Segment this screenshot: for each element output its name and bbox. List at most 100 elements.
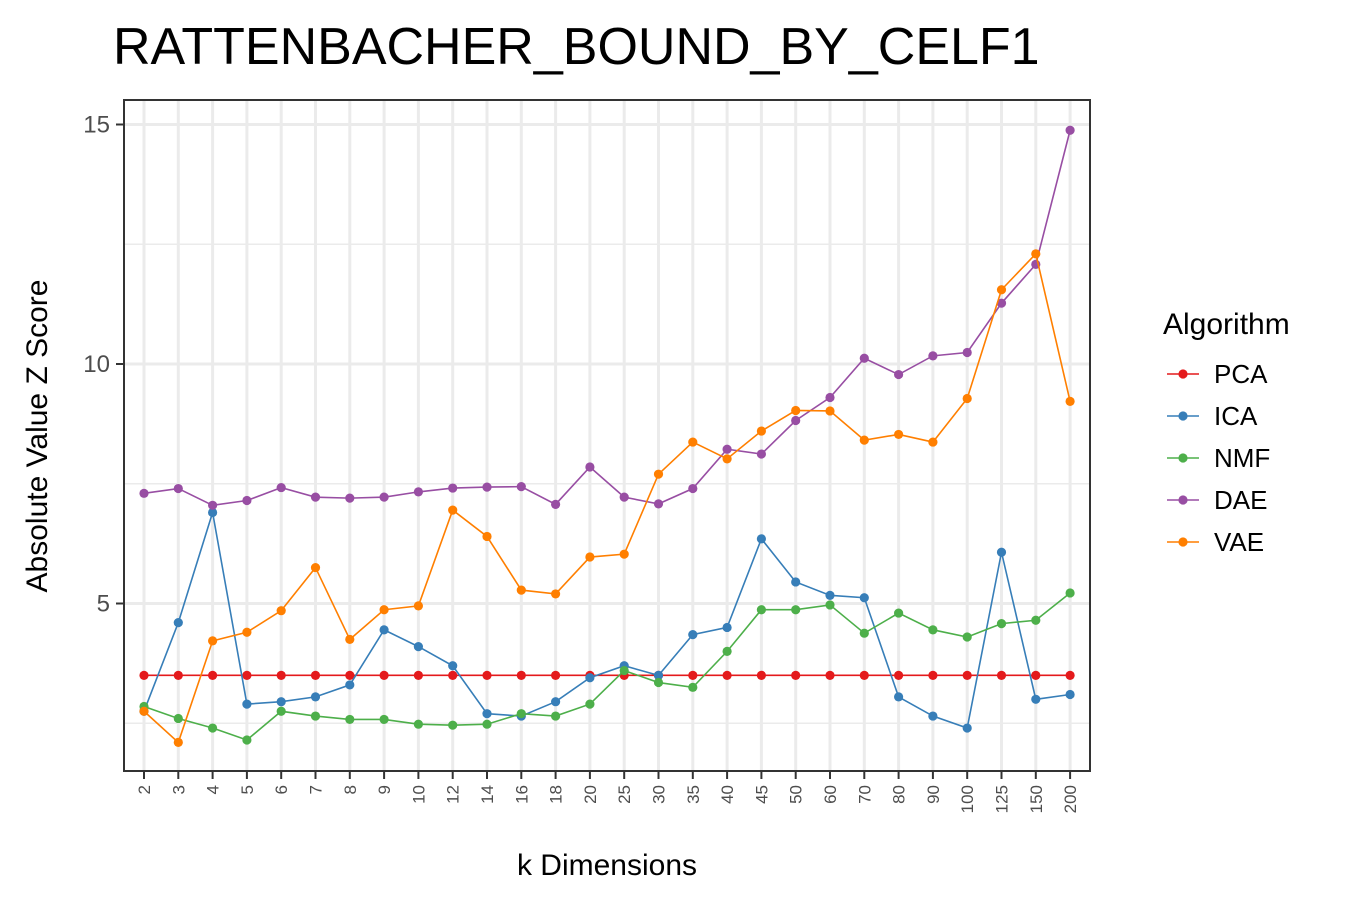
data-point-vae — [894, 429, 904, 440]
data-point-nmf — [173, 713, 183, 724]
data-point-ica — [276, 697, 286, 707]
data-point-dae — [208, 500, 218, 510]
data-point-nmf — [242, 735, 252, 745]
data-point-pca — [139, 670, 149, 680]
data-point-pca — [894, 670, 904, 680]
data-point-dae — [242, 495, 252, 506]
x-tick-label: 4 — [204, 785, 223, 794]
x-tick-label: 3 — [169, 785, 188, 794]
data-point-ica — [310, 692, 321, 702]
x-tick-label: 90 — [924, 785, 943, 804]
data-point-vae — [653, 469, 664, 479]
data-point-pca — [173, 670, 183, 680]
y-tick-label: 15 — [83, 112, 110, 139]
data-point-nmf — [619, 665, 629, 676]
legend-label: NMF — [1214, 443, 1270, 473]
legend-label: PCA — [1214, 359, 1268, 389]
data-point-ica — [825, 590, 835, 600]
panel-border — [123, 99, 1091, 772]
data-point-nmf — [722, 646, 732, 657]
data-point-dae — [653, 499, 664, 509]
data-point-ica — [653, 670, 664, 680]
data-point-vae — [551, 589, 561, 599]
data-point-dae — [688, 483, 698, 494]
x-tick-label: 2 — [135, 785, 154, 794]
data-point-dae — [1065, 125, 1075, 135]
data-point-ica — [962, 723, 972, 733]
chart-title: RATTENBACHER_BOUND_BY_CELF1 — [113, 18, 1040, 76]
legend-key-point — [1178, 411, 1188, 421]
data-point-pca — [688, 670, 698, 680]
data-point-vae — [585, 552, 595, 562]
data-point-nmf — [791, 605, 801, 615]
y-axis-title: Absolute Value Z Score — [21, 280, 54, 593]
data-point-nmf — [310, 711, 321, 721]
x-tick-label: 8 — [341, 785, 360, 794]
y-tick-label: 10 — [83, 351, 110, 378]
data-point-vae — [1031, 249, 1041, 259]
legend-key-point — [1178, 453, 1188, 463]
data-point-vae — [345, 634, 355, 645]
data-point-dae — [928, 351, 938, 361]
legend: Algorithm PCA ICA NMF DAE VAE — [1163, 308, 1290, 557]
data-point-nmf — [208, 723, 218, 733]
data-point-pca — [413, 670, 423, 680]
x-tick-label: 9 — [375, 785, 394, 794]
legend-label: ICA — [1214, 401, 1258, 431]
data-point-dae — [825, 392, 835, 403]
data-point-ica — [996, 547, 1007, 557]
data-point-nmf — [688, 682, 698, 692]
legend-item-dae: DAE — [1167, 485, 1267, 515]
data-point-pca — [551, 670, 561, 680]
data-point-pca — [756, 670, 767, 680]
data-point-dae — [310, 492, 321, 502]
data-point-nmf — [859, 628, 869, 638]
data-point-ica — [1065, 689, 1075, 700]
data-point-dae — [276, 482, 286, 493]
data-point-ica — [242, 699, 252, 709]
series-line-nmf — [143, 592, 1071, 741]
data-point-vae — [379, 605, 389, 615]
legend-item-ica: ICA — [1167, 401, 1258, 431]
data-point-vae — [619, 549, 629, 559]
panel-background — [124, 100, 1090, 771]
data-point-pca — [516, 670, 526, 680]
legend-item-nmf: NMF — [1167, 443, 1270, 473]
x-tick-label: 25 — [615, 785, 634, 804]
data-point-nmf — [928, 625, 938, 635]
data-point-nmf — [756, 605, 767, 615]
x-tick-label: 50 — [787, 785, 806, 804]
data-point-pca — [208, 670, 218, 680]
data-point-dae — [139, 488, 149, 498]
data-point-nmf — [516, 709, 526, 719]
data-point-ica — [1031, 694, 1041, 704]
data-point-dae — [894, 369, 904, 380]
data-point-dae — [996, 298, 1007, 308]
y-tick-label: 5 — [97, 591, 110, 618]
data-point-ica — [482, 709, 492, 719]
legend-key-point — [1178, 537, 1188, 547]
data-point-vae — [310, 562, 321, 573]
data-point-vae — [242, 627, 252, 637]
x-tick-label: 45 — [752, 785, 771, 804]
data-point-dae — [756, 449, 767, 459]
data-point-vae — [825, 406, 835, 416]
data-point-dae — [585, 462, 595, 472]
data-point-ica — [688, 630, 698, 640]
x-tick-label: 10 — [409, 785, 428, 804]
data-point-ica — [756, 534, 767, 544]
data-point-vae — [516, 585, 526, 595]
data-point-vae — [756, 426, 767, 436]
x-tick-label: 200 — [1061, 785, 1080, 813]
data-point-nmf — [653, 677, 664, 688]
data-point-pca — [996, 670, 1007, 680]
data-point-nmf — [1031, 615, 1041, 625]
data-point-ica — [551, 697, 561, 707]
data-point-dae — [413, 487, 423, 497]
x-tick-label: 80 — [890, 785, 909, 804]
data-point-ica — [208, 507, 218, 518]
data-point-ica — [173, 618, 183, 628]
x-tick-label: 125 — [993, 785, 1012, 813]
